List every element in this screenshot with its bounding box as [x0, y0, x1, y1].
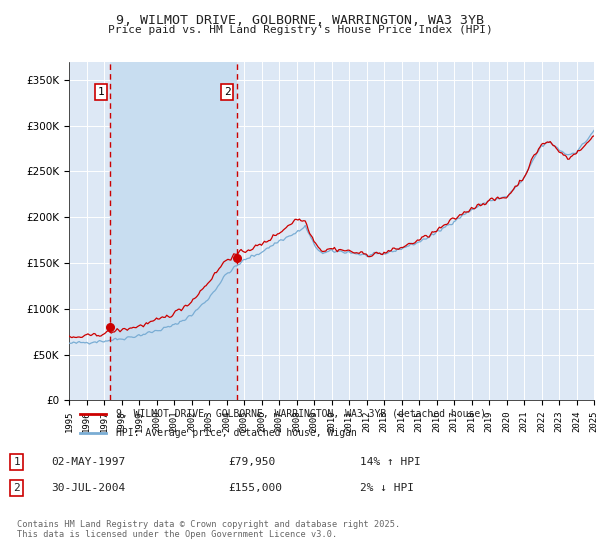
Text: 1: 1 [97, 87, 104, 97]
Text: 9, WILMOT DRIVE, GOLBORNE, WARRINGTON, WA3 3YB (detached house): 9, WILMOT DRIVE, GOLBORNE, WARRINGTON, W… [116, 409, 487, 419]
Bar [110, 62, 236, 400]
Text: Price paid vs. HM Land Registry's House Price Index (HPI): Price paid vs. HM Land Registry's House … [107, 25, 493, 35]
Text: 2: 2 [13, 483, 20, 493]
Text: HPI: Average price, detached house, Wigan: HPI: Average price, detached house, Wiga… [116, 428, 357, 438]
Text: 14% ↑ HPI: 14% ↑ HPI [360, 457, 421, 467]
Text: £155,000: £155,000 [228, 483, 282, 493]
Text: 2: 2 [224, 87, 230, 97]
Text: £79,950: £79,950 [228, 457, 275, 467]
Text: Contains HM Land Registry data © Crown copyright and database right 2025.
This d: Contains HM Land Registry data © Crown c… [17, 520, 400, 539]
Text: 1: 1 [13, 457, 20, 467]
Text: 9, WILMOT DRIVE, GOLBORNE, WARRINGTON, WA3 3YB: 9, WILMOT DRIVE, GOLBORNE, WARRINGTON, W… [116, 14, 484, 27]
Text: 2% ↓ HPI: 2% ↓ HPI [360, 483, 414, 493]
Text: 02-MAY-1997: 02-MAY-1997 [51, 457, 125, 467]
Text: 30-JUL-2004: 30-JUL-2004 [51, 483, 125, 493]
